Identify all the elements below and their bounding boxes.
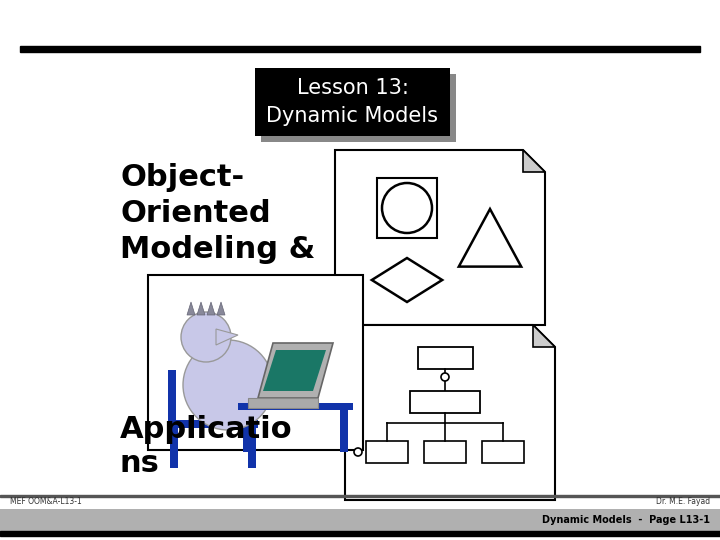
Bar bbox=[243, 410, 251, 452]
Circle shape bbox=[183, 340, 273, 430]
Bar bbox=[340, 410, 348, 452]
Polygon shape bbox=[207, 302, 215, 315]
Bar bbox=[168, 420, 258, 428]
Bar bbox=[168, 370, 176, 425]
Bar bbox=[255, 68, 450, 136]
Bar bbox=[0, 495, 720, 497]
Bar bbox=[0, 531, 720, 536]
Polygon shape bbox=[345, 325, 555, 500]
Bar bbox=[20, 46, 700, 52]
Text: Object-: Object- bbox=[120, 164, 244, 192]
Circle shape bbox=[181, 312, 231, 362]
Polygon shape bbox=[523, 150, 545, 172]
Bar bbox=[418, 347, 473, 369]
Text: MEF OOM&A-L13-1: MEF OOM&A-L13-1 bbox=[10, 497, 82, 507]
Bar bbox=[377, 178, 437, 238]
Polygon shape bbox=[335, 150, 545, 325]
Bar bbox=[366, 441, 408, 463]
Bar bbox=[248, 428, 256, 468]
Text: Modeling &: Modeling & bbox=[120, 235, 315, 265]
Bar bbox=[148, 275, 363, 450]
Text: Lesson 13:
Dynamic Models: Lesson 13: Dynamic Models bbox=[266, 78, 438, 126]
Text: Oriented: Oriented bbox=[120, 199, 271, 228]
Polygon shape bbox=[533, 325, 555, 347]
Bar bbox=[248, 398, 318, 408]
Bar bbox=[482, 441, 524, 463]
Text: Applicatio: Applicatio bbox=[120, 415, 292, 444]
Polygon shape bbox=[187, 302, 195, 315]
Polygon shape bbox=[258, 343, 333, 398]
Text: ns: ns bbox=[120, 449, 160, 478]
Polygon shape bbox=[217, 302, 225, 315]
Bar bbox=[261, 74, 456, 142]
Polygon shape bbox=[263, 350, 326, 391]
Circle shape bbox=[354, 448, 362, 456]
Text: Dr. M.E. Fayad: Dr. M.E. Fayad bbox=[656, 497, 710, 507]
Bar bbox=[238, 403, 353, 410]
Polygon shape bbox=[216, 329, 238, 345]
Bar bbox=[0, 509, 720, 531]
Bar bbox=[170, 428, 178, 468]
Bar bbox=[410, 391, 480, 413]
Polygon shape bbox=[197, 302, 205, 315]
Circle shape bbox=[441, 373, 449, 381]
Text: Dynamic Models  -  Page L13-1: Dynamic Models - Page L13-1 bbox=[542, 515, 710, 525]
Bar bbox=[424, 441, 466, 463]
